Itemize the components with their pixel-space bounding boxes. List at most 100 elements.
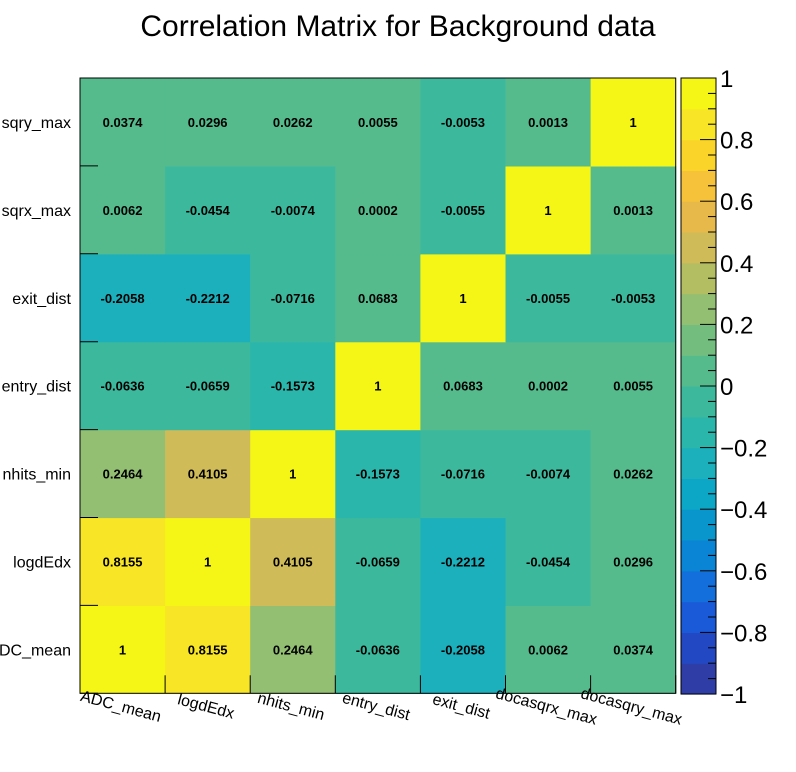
cell-value-label: 0.0374 (613, 642, 654, 657)
colorbar-tick-label: −1 (720, 682, 747, 709)
cell-value-label: 1 (119, 642, 126, 657)
cell-value-label: -0.1573 (271, 379, 315, 394)
heatmap-cell (590, 78, 677, 167)
heatmap-cell (80, 517, 166, 606)
y-tick-label: nhits_min (3, 467, 71, 484)
y-tick-label: logdEdx (13, 554, 71, 571)
heatmap-cell (165, 517, 251, 606)
cell-value-label: 0.0374 (103, 115, 144, 130)
y-tick-label: entry_dist (2, 379, 72, 396)
y-axis-tick-labels: DC_mean logdEdx nhits_min entry_dist exit_di… (0, 115, 72, 659)
cell-value-label: 0.0013 (613, 203, 653, 218)
cell-value-label: 1 (459, 291, 466, 306)
colorbar-tick-label: 0.2 (720, 312, 753, 339)
cell-value-labels: 1 0.8155 0.2464 -0.0636 -0.2058 0.0062 0.0374 0… (101, 115, 656, 657)
y-tick-label: sqry_max (2, 115, 71, 132)
cell-value-label: -0.0659 (186, 379, 230, 394)
cell-value-label: -0.0055 (441, 203, 485, 218)
cell-value-label: -0.0636 (101, 379, 145, 394)
colorbar-tick-label: 0.6 (720, 189, 753, 216)
heatmap-cell (335, 253, 421, 343)
cell-value-label: 1 (204, 554, 211, 569)
colorbar-tick-label: −0.2 (720, 436, 767, 463)
plot-frame (79, 77, 677, 694)
cell-value-label: -0.2212 (441, 554, 485, 569)
chart-title: Correlation Matrix for Background data (140, 10, 656, 43)
heatmap-cell (165, 341, 251, 431)
cell-value-label: -0.0055 (526, 291, 570, 306)
cell-value-label: -0.0074 (526, 467, 571, 482)
x-tick-label: entry_dist (340, 690, 412, 725)
cell-value-label: -0.2212 (186, 291, 230, 306)
cell-value-label: 0.8155 (103, 554, 143, 569)
x-tick-label: nhits_min (256, 690, 327, 724)
heatmap-cell (250, 341, 336, 431)
cell-value-label: 1 (374, 379, 381, 394)
colorbar-tick-label: −0.4 (720, 497, 767, 524)
cell-value-label: 1 (544, 203, 551, 218)
y-tick-label: DC_mean (0, 642, 71, 659)
cell-value-label: -0.2058 (441, 642, 485, 657)
cell-value-label: 0.2464 (273, 642, 314, 657)
colorbar-tick-label: −0.8 (720, 620, 767, 647)
cell-value-label: 0.0055 (358, 115, 398, 130)
heatmap-cell (250, 78, 336, 167)
heatmap-cell (80, 429, 166, 519)
cell-value-label: 0.4105 (273, 554, 313, 569)
heatmap-cell (590, 253, 677, 343)
color-scale-bar: 1 0.8 0.6 0.4 0.2 0 −0.2 −0.4 −0.6 −0.8 −1 (680, 66, 767, 709)
colorbar-tick-label: 0 (720, 374, 733, 401)
cell-value-label: 0.0262 (273, 115, 313, 130)
cell-value-label: -0.0636 (356, 642, 400, 657)
heatmap-cell (335, 78, 421, 167)
heatmap-cell (590, 341, 677, 431)
heatmap-cell (80, 253, 166, 343)
cell-value-label: 0.0683 (358, 291, 398, 306)
cell-value-label: 0.2464 (103, 467, 144, 482)
heatmap-cell (420, 253, 507, 343)
cell-value-label: 0.0055 (613, 379, 653, 394)
cell-value-label: 1 (630, 115, 637, 130)
cell-value-label: 0.4105 (188, 467, 228, 482)
heatmap-cell (80, 605, 166, 694)
heatmap-cell (505, 165, 592, 255)
colorbar-tick-label: 0.8 (720, 128, 753, 155)
cell-value-label: 0.8155 (188, 642, 228, 657)
cell-value-label: -0.0053 (611, 291, 655, 306)
heatmap-cell (335, 517, 421, 606)
cell-value-label: 0.0013 (528, 115, 568, 130)
heatmap-cell (80, 341, 166, 431)
heatmap-cell (420, 341, 507, 431)
cell-value-label: 0.0683 (443, 379, 483, 394)
cell-value-label: -0.0716 (271, 291, 315, 306)
plot-border (79, 77, 677, 694)
heatmap-cell (250, 165, 336, 255)
cell-value-label: -0.0716 (441, 467, 485, 482)
heatmap-cell (165, 165, 251, 255)
cell-value-label: -0.2058 (101, 291, 145, 306)
heatmap-cell (420, 165, 507, 255)
heatmap-cell (165, 605, 251, 694)
y-tick-label: exit_dist (12, 291, 71, 308)
colorbar-tick-label: 1 (720, 66, 733, 93)
cell-value-label: 1 (289, 467, 296, 482)
heatmap-cell (505, 253, 592, 343)
cell-value-label: -0.1573 (356, 467, 400, 482)
colorbar-tick-label: −0.6 (720, 559, 767, 586)
cell-value-label: -0.0454 (526, 554, 571, 569)
cell-value-label: 0.0262 (613, 467, 653, 482)
heatmap-cell (420, 429, 507, 519)
heatmap-cell (80, 78, 166, 167)
heatmap-cell (250, 517, 336, 606)
heatmap-cell (590, 165, 677, 255)
heatmap-cell (505, 341, 592, 431)
cell-value-label: -0.0659 (356, 554, 400, 569)
heatmap-cell (165, 78, 251, 167)
heatmap-cells (80, 78, 677, 694)
cell-value-label: 0.0002 (358, 203, 398, 218)
cell-value-label: 0.0296 (613, 554, 653, 569)
heatmap-cell (335, 429, 421, 519)
cell-value-label: 0.0062 (528, 642, 568, 657)
x-tick-label: exit_dist (431, 691, 493, 723)
